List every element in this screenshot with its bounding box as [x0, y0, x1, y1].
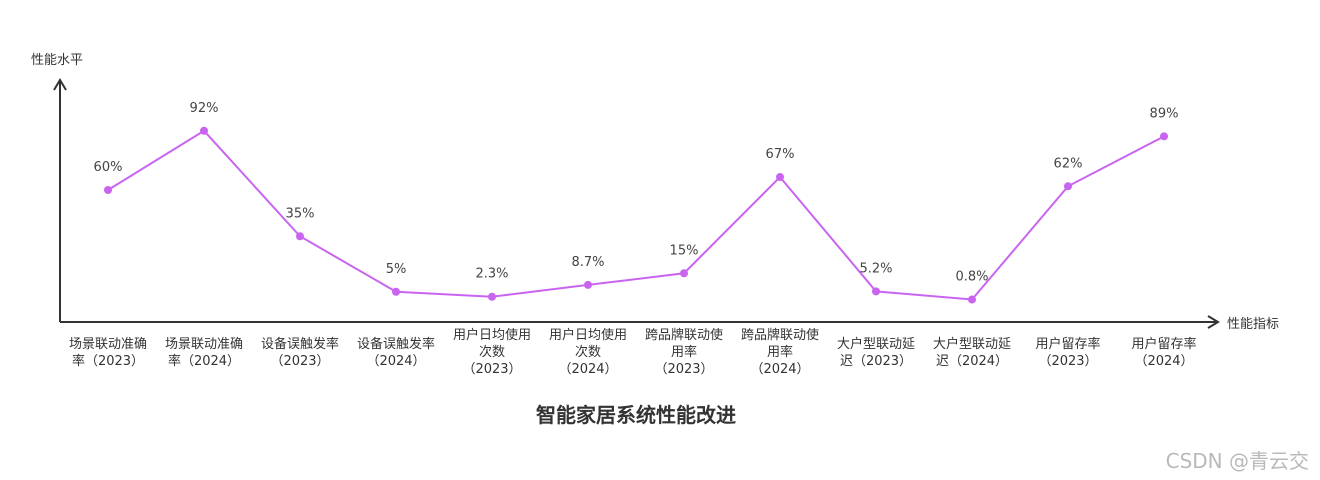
data-point: [392, 287, 400, 296]
data-label: 5.2%: [859, 261, 892, 276]
y-axis-arrow: [53, 78, 67, 91]
watermark: CSDN @青云交: [1166, 449, 1309, 473]
x-tick-label: 大户型联动延迟（2023）: [837, 336, 915, 369]
x-tick-label: 跨品牌联动使用率（2023）: [645, 327, 723, 377]
data-point: [104, 186, 112, 194]
data-label: 67%: [766, 147, 795, 162]
data-point: [776, 173, 784, 182]
x-tick-label: 用户日均使用次数（2023）: [453, 327, 531, 377]
data-label: 15%: [670, 243, 699, 258]
data-label: 60%: [94, 160, 123, 175]
data-point: [872, 287, 880, 296]
data-point: [680, 269, 688, 278]
x-tick-labels: 场景联动准确率（2023） 场景联动准确率（2024） 设备误触发率（2023） 设备…: [69, 327, 1197, 377]
data-point: [488, 292, 496, 301]
data-label: 62%: [1054, 156, 1083, 171]
data-point: [296, 232, 304, 241]
x-tick-label: 用户留存率（2024）: [1131, 336, 1196, 369]
data-label: 5%: [386, 262, 407, 277]
data-point: [968, 295, 976, 304]
axes: [53, 78, 1220, 329]
x-tick-label: 场景联动准确率（2023）: [69, 337, 147, 369]
data-label: 92%: [190, 101, 219, 116]
x-tick-label: 设备误触发率（2023）: [261, 336, 339, 369]
data-label: 2.3%: [475, 267, 508, 282]
y-axis-title: 性能水平: [31, 53, 83, 68]
x-axis-title: 性能指标: [1227, 317, 1279, 332]
x-tick-label: 大户型联动延迟（2024）: [933, 336, 1011, 369]
data-label: 0.8%: [955, 270, 988, 285]
data-point: [1160, 132, 1168, 141]
data-point: [200, 126, 208, 135]
x-tick-label: 用户留存率（2023）: [1035, 336, 1100, 369]
series-line: [107, 129, 1165, 301]
x-tick-label: 用户日均使用次数（2024）: [549, 327, 627, 377]
data-label: 89%: [1150, 106, 1179, 121]
x-tick-label: 设备误触发率（2024）: [357, 336, 435, 369]
x-tick-label: 跨品牌联动使用率（2024）: [741, 327, 819, 377]
chart-title: 智能家居系统性能改进: [536, 403, 736, 427]
data-point: [584, 280, 592, 289]
data-label: 8.7%: [571, 255, 604, 270]
x-axis-arrow: [1207, 315, 1220, 329]
series: 60% 92% 35% 5% 2.3% 8.7% 15% 67% 5.2% 0.8% 62% 89%: [94, 101, 1179, 304]
data-point: [1064, 182, 1072, 191]
data-label: 35%: [286, 206, 315, 221]
x-tick-label: 场景联动准确率（2024）: [165, 337, 243, 369]
